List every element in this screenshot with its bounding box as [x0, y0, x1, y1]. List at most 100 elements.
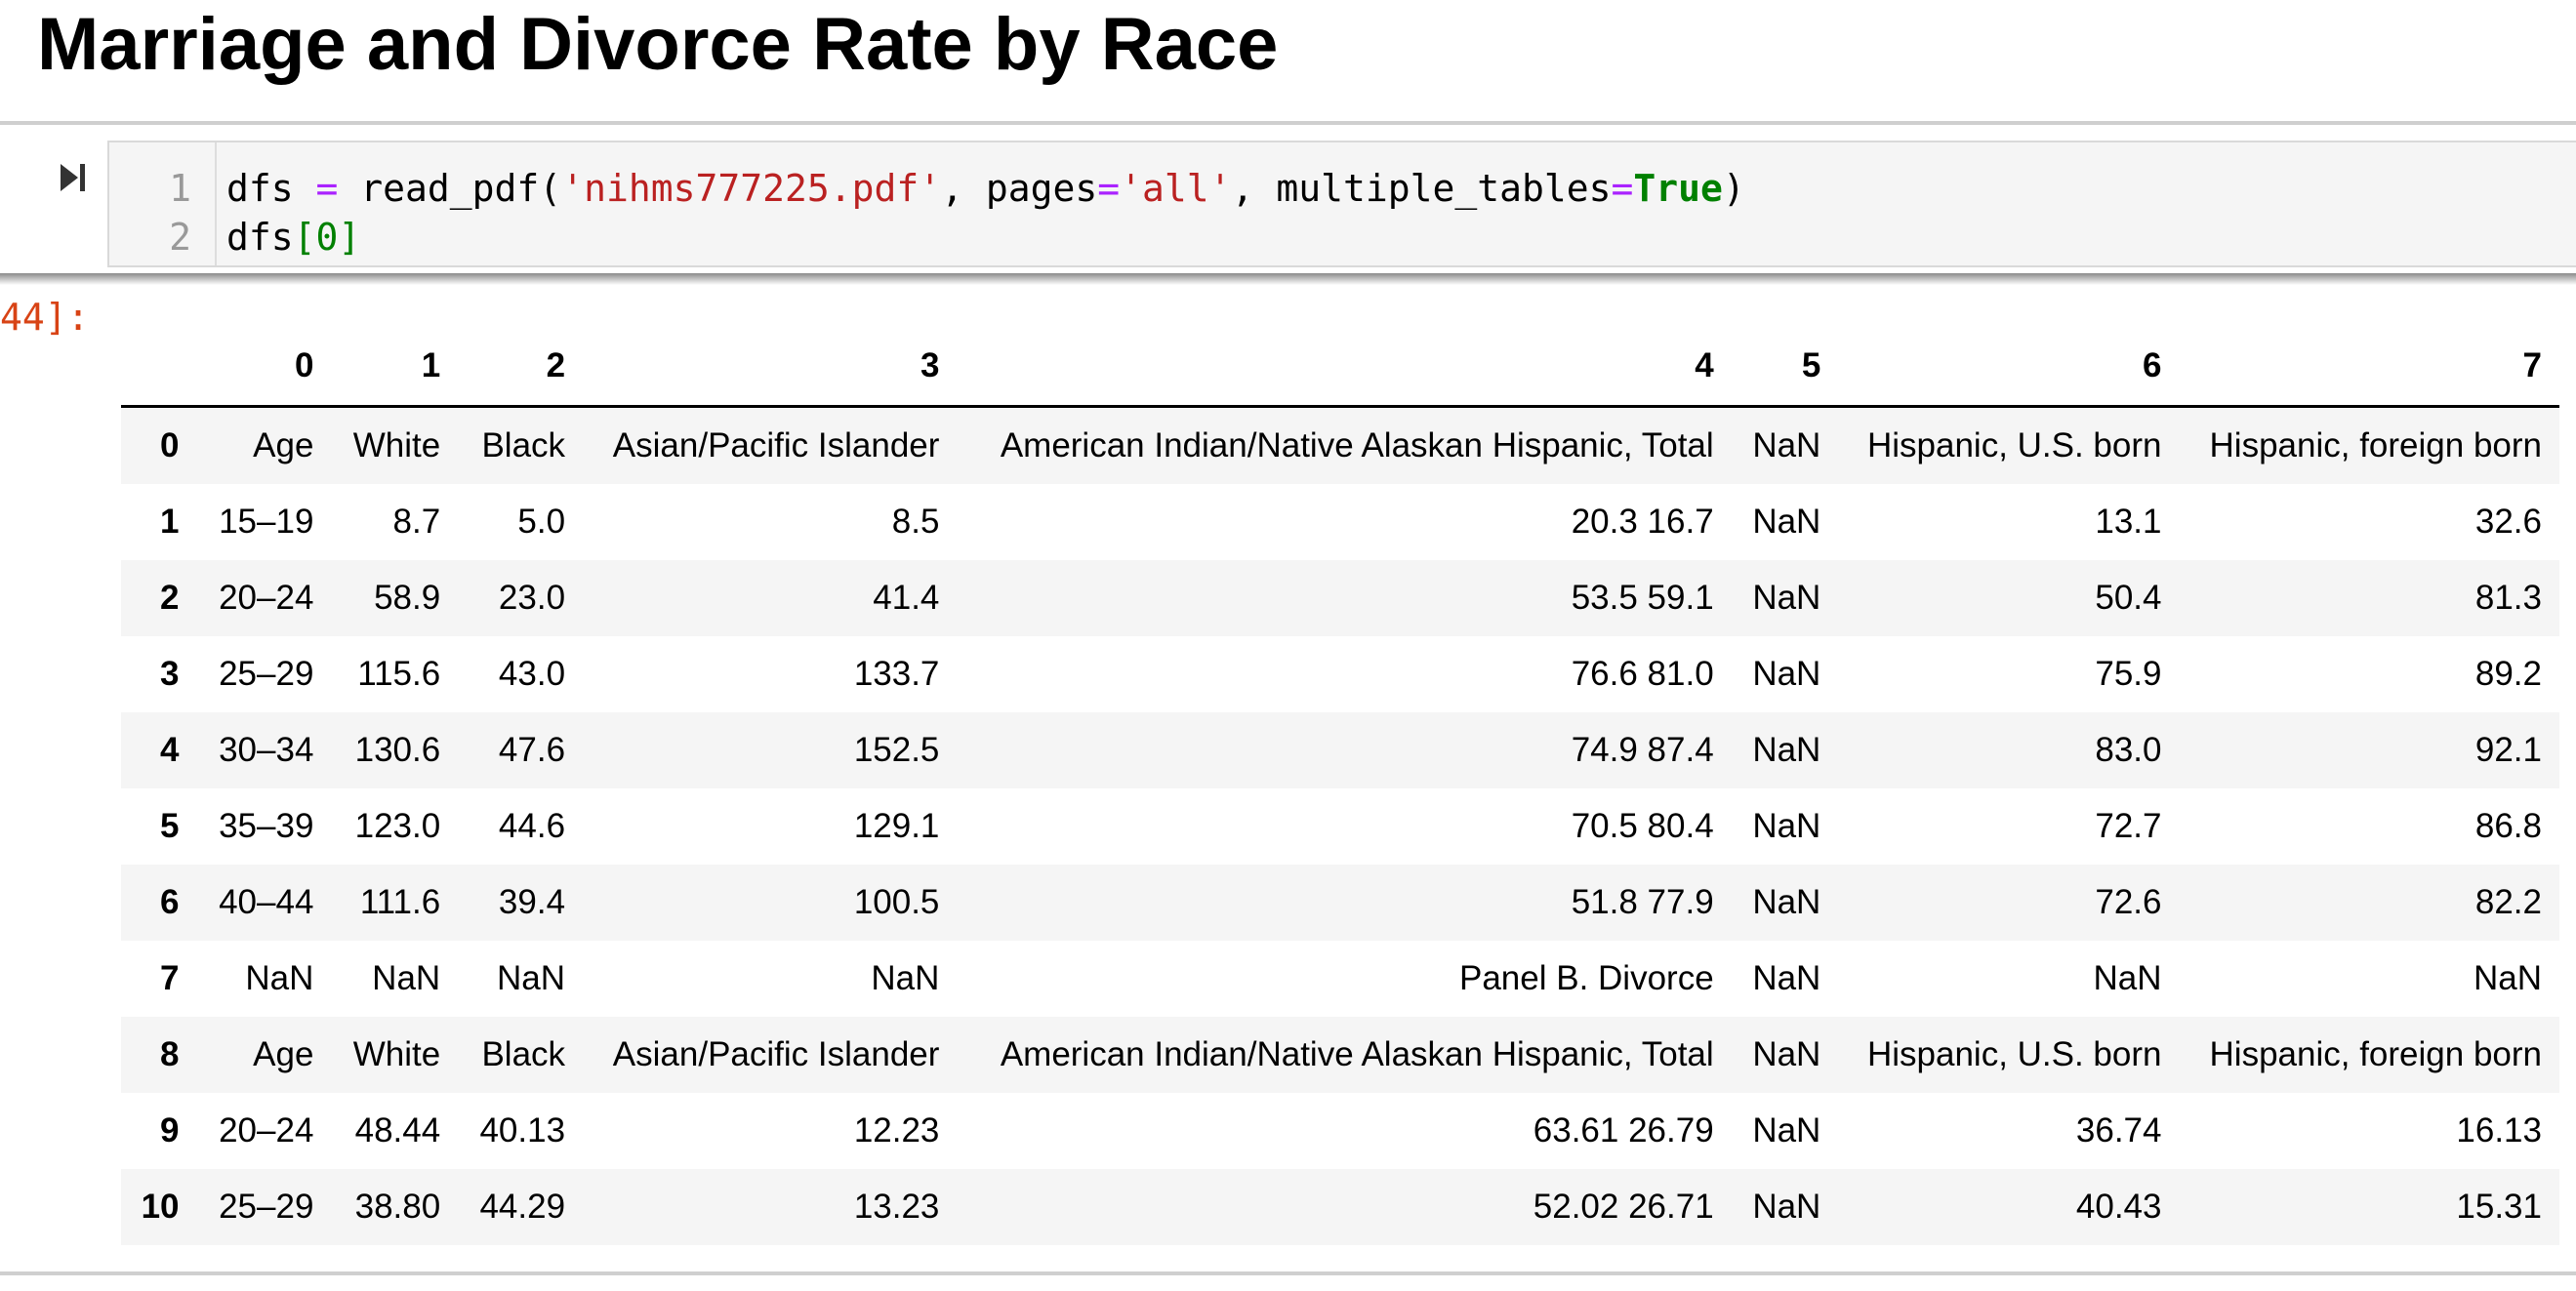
row-index: 0 [160, 426, 180, 464]
page-title: Marriage and Divorce Rate by Race [37, 3, 1279, 86]
table-cell: 86.8 [2474, 807, 2542, 845]
table-row: 0 Age White Black Asian/Pacific Islander Amer… [121, 406, 2559, 484]
run-icon [59, 158, 88, 202]
table-cell: 25–29 [219, 655, 314, 693]
table-cell: Asian/Pacific Islander [612, 1035, 940, 1073]
table-row: 7 NaN NaN NaN NaN Panel B. Divorce NaN NaN NaN [121, 941, 2559, 1017]
table-cell: NaN [1752, 1035, 1821, 1073]
table-cell: 81.3 [2474, 579, 2542, 617]
table-cell: 40–44 [219, 883, 314, 921]
table-cell: 130.6 [354, 731, 441, 769]
table-cell: NaN [1752, 731, 1821, 769]
table-cell: NaN [1752, 579, 1821, 617]
table-cell: Black [481, 1035, 566, 1073]
column-header: 7 [2179, 327, 2559, 408]
table-cell: 44.6 [498, 807, 566, 845]
table-cell: 32.6 [2474, 503, 2542, 541]
table-row: 6 40–44 111.6 39.4 100.5 51.8 77.9 NaN 72.6 82.2 [121, 865, 2559, 941]
run-cell-button[interactable] [59, 160, 88, 199]
table-cell: 8.5 [891, 503, 940, 541]
table-cell: 5.0 [517, 503, 566, 541]
table-cell: NaN [1752, 655, 1821, 693]
table-cell: 47.6 [498, 731, 566, 769]
table-cell: 43.0 [498, 655, 566, 693]
table-cell: 41.4 [873, 579, 940, 617]
table-cell: 30–34 [219, 731, 314, 769]
table-cell: 92.1 [2474, 731, 2542, 769]
row-index: 10 [141, 1188, 180, 1226]
table-cell: 129.1 [853, 807, 940, 845]
table-cell: Asian/Pacific Islander [612, 426, 940, 464]
table-cell: 16.13 [2456, 1111, 2542, 1150]
table-cell: 111.6 [359, 883, 441, 921]
table-cell: NaN [2093, 959, 2162, 997]
column-header: 4 [957, 327, 1732, 408]
column-header: 0 [196, 327, 332, 408]
table-row: 3 25–29 115.6 43.0 133.7 76.6 81.0 NaN 75.9 89.2 [121, 636, 2559, 712]
table-cell: 58.9 [374, 579, 441, 617]
code-cell-editor[interactable]: 1 2 dfs = read_pdf('nihms777225.pdf', pa… [107, 141, 2576, 267]
table-header-row: 0 1 2 3 4 5 6 7 [121, 327, 2559, 408]
table-cell: 36.74 [2075, 1111, 2162, 1150]
table-cell: 115.6 [357, 655, 441, 693]
table-cell: 70.5 80.4 [1571, 807, 1714, 845]
table-cell: NaN [1752, 503, 1821, 541]
column-header [121, 327, 197, 408]
table-cell: Panel B. Divorce [1459, 959, 1714, 997]
table-cell: 12.23 [853, 1111, 940, 1150]
table-cell: 40.13 [479, 1111, 566, 1150]
row-index: 7 [160, 959, 180, 997]
table-cell: 20–24 [219, 1111, 314, 1150]
row-index: 4 [160, 731, 180, 769]
table-cell: Age [253, 1035, 314, 1073]
table-cell: 35–39 [219, 807, 314, 845]
table-cell: 44.29 [479, 1188, 566, 1226]
table-cell: 89.2 [2474, 655, 2542, 693]
table-cell: NaN [1752, 883, 1821, 921]
column-header: 1 [331, 327, 459, 408]
table-cell: 74.9 87.4 [1571, 731, 1714, 769]
row-index: 9 [160, 1111, 180, 1150]
table-cell: White [352, 1035, 441, 1073]
table-cell: Hispanic, U.S. born [1866, 426, 2162, 464]
output-prompt: 44]: [0, 296, 90, 339]
table-cell: Hispanic, foreign born [2209, 426, 2542, 464]
table-cell: 72.6 [2095, 883, 2162, 921]
table-cell: NaN [1752, 426, 1821, 464]
column-header: 5 [1731, 327, 1839, 408]
table-cell: 38.80 [354, 1188, 441, 1226]
table-row: 10 25–29 38.80 44.29 13.23 52.02 26.71 NaN 40.4… [121, 1169, 2559, 1245]
table-cell: NaN [2473, 959, 2542, 997]
line-number: 1 [169, 167, 191, 210]
table-cell: 63.61 26.79 [1533, 1111, 1714, 1150]
table-cell: 50.4 [2095, 579, 2162, 617]
table-row: 9 20–24 48.44 40.13 12.23 63.61 26.79 NaN 36.74… [121, 1093, 2559, 1169]
divider [0, 121, 2576, 125]
table-cell: 133.7 [853, 655, 940, 693]
table-cell: 8.7 [392, 503, 441, 541]
table-cell: 13.23 [853, 1188, 940, 1226]
line-number-gutter: 1 2 [109, 142, 217, 265]
column-header: 6 [1838, 327, 2180, 408]
table-cell: 53.5 59.1 [1571, 579, 1714, 617]
table-cell: 25–29 [219, 1188, 314, 1226]
table-cell: 23.0 [498, 579, 566, 617]
table-cell: 83.0 [2095, 731, 2162, 769]
table-cell: 152.5 [853, 731, 940, 769]
table-cell: Hispanic, foreign born [2209, 1035, 2542, 1073]
table-cell: 48.44 [354, 1111, 441, 1150]
table-cell: 39.4 [498, 883, 566, 921]
divider [0, 1271, 2576, 1275]
cell-divider [0, 273, 2576, 285]
code-line-1: dfs = read_pdf('nihms777225.pdf', pages=… [226, 167, 1745, 210]
row-index: 5 [160, 807, 180, 845]
table-cell: 82.2 [2474, 883, 2542, 921]
row-index: 6 [160, 883, 180, 921]
table-cell: 13.1 [2095, 503, 2162, 541]
table-cell: NaN [497, 959, 566, 997]
table-cell: NaN [871, 959, 940, 997]
table-row: 1 15–19 8.7 5.0 8.5 20.3 16.7 NaN 13.1 32.6 [121, 484, 2559, 560]
table-cell: 52.02 26.71 [1533, 1188, 1714, 1226]
table-cell: 100.5 [853, 883, 940, 921]
table-cell: 15–19 [219, 503, 314, 541]
